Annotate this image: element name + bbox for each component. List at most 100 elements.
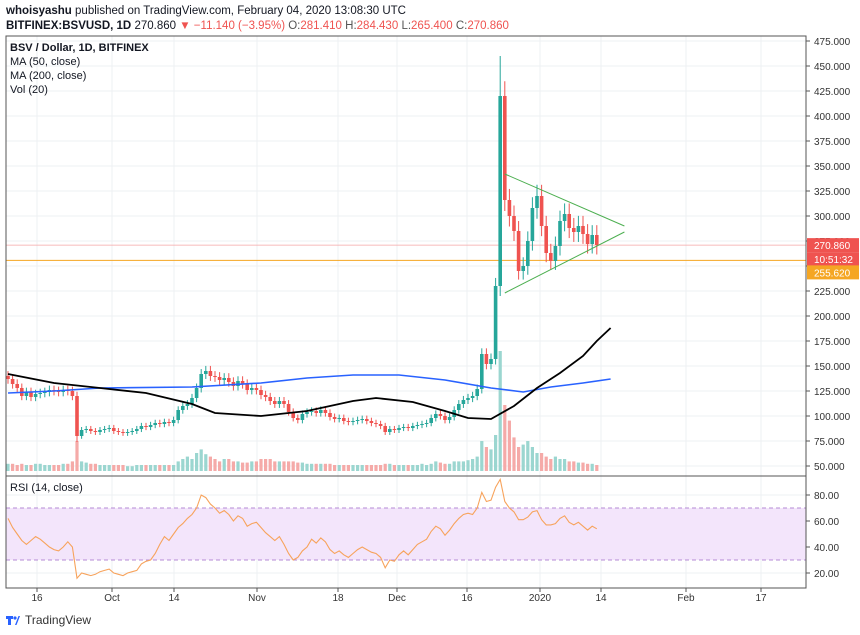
candle-body: [296, 418, 300, 420]
volume-bar: [448, 463, 452, 471]
x-tick-label: 16: [461, 593, 473, 604]
candle-body: [185, 404, 190, 406]
candle-body: [286, 404, 291, 412]
candle-body: [595, 235, 599, 245]
volume-bar: [346, 465, 350, 471]
candle-body: [181, 406, 185, 410]
volume-bar: [277, 461, 281, 471]
volume-bar: [176, 461, 180, 471]
candle-body: [585, 234, 590, 244]
legend-rsi: RSI (14, close): [10, 482, 83, 494]
candle-body: [291, 412, 295, 418]
candle-body: [144, 426, 148, 427]
candle-body: [581, 226, 585, 234]
candle-body: [38, 393, 42, 394]
volume-bar: [512, 437, 516, 471]
candle-body: [512, 216, 516, 231]
rsi-tick-label: 20.00: [814, 569, 839, 580]
publisher-name[interactable]: whoisyashu: [6, 5, 72, 17]
volume-bar: [236, 461, 240, 471]
candle-body: [332, 417, 337, 419]
volume-bar: [29, 465, 33, 471]
volume-bar: [139, 465, 143, 471]
change-value: ▼ −11.140 (−3.95%): [179, 20, 286, 32]
y-tick-label: 325.000: [814, 187, 851, 198]
volume-bars: [6, 351, 599, 471]
candle-body: [406, 427, 410, 428]
volume-bar: [314, 463, 318, 471]
triangle-drawing[interactable]: [504, 173, 625, 294]
volume-bar: [461, 461, 465, 471]
candle-body: [424, 423, 429, 424]
tradingview-logo-icon[interactable]: [6, 615, 20, 625]
candle-body: [346, 421, 351, 422]
volume-bar: [494, 435, 498, 471]
horizontal-line-layer[interactable]: [6, 244, 806, 261]
footer-brand[interactable]: TradingView: [25, 613, 92, 627]
x-tick-label: 2020: [529, 593, 552, 604]
y-tick-label: 475.000: [814, 37, 851, 48]
volume-bar: [38, 463, 42, 471]
volume-bar: [144, 465, 148, 471]
candle-body: [24, 392, 29, 396]
open-label: O:: [288, 20, 301, 32]
volume-bar: [540, 453, 544, 471]
candle-body: [447, 417, 452, 420]
y-tick-label: 175.000: [814, 337, 851, 348]
last-price-tag: 270.860: [814, 241, 851, 252]
volume-bar: [98, 465, 102, 471]
x-tick-label: 14: [595, 593, 607, 604]
candle-body: [489, 359, 493, 364]
volume-bar: [337, 465, 341, 471]
candle-body: [415, 425, 420, 426]
y-tick-label: 200.000: [814, 312, 851, 323]
volume-bar: [107, 465, 111, 471]
volume-bar: [558, 459, 562, 471]
volume-bar: [333, 465, 337, 471]
volume-bar: [586, 463, 590, 471]
rsi-line: [7, 477, 598, 580]
candle-body: [484, 354, 489, 364]
candle-body: [553, 246, 558, 261]
candle-body: [466, 398, 470, 400]
legend-ma50: MA (50, close): [10, 56, 80, 68]
volume-bar: [420, 463, 424, 471]
volume-bar: [411, 465, 415, 471]
candle-body: [507, 200, 512, 216]
volume-bar: [351, 465, 355, 471]
candle-body: [121, 432, 125, 433]
candle-body: [374, 423, 378, 424]
candle-body: [171, 420, 176, 423]
candle-body: [365, 419, 369, 421]
ma200-line: [7, 374, 611, 394]
candle-body: [319, 410, 323, 413]
volume-bar: [484, 447, 488, 471]
volume-bar: [530, 447, 534, 471]
candle-body: [549, 253, 553, 261]
volume-bar: [576, 462, 580, 471]
candle-body: [429, 418, 433, 423]
candlesticks: [6, 56, 599, 442]
volume-bar: [84, 462, 88, 471]
candle-body: [572, 228, 576, 232]
axes: 475.000 450.000 425.000 400.000 375.000 350.0…: [5, 35, 851, 604]
volume-bar: [471, 459, 475, 471]
candle-body: [360, 419, 364, 420]
volume-bar: [6, 463, 10, 471]
y-tick-label: 300.000: [814, 212, 851, 223]
volume-bar: [135, 465, 139, 471]
volume-bar: [20, 463, 24, 471]
open-value: 281.410: [300, 20, 342, 32]
candle-body: [530, 208, 535, 241]
legend-ma200: MA (200, close): [10, 70, 86, 82]
candle-body: [93, 431, 98, 432]
candle-body: [217, 377, 222, 380]
x-tick-label: Dec: [388, 593, 406, 604]
candle-body: [503, 96, 507, 200]
y-tick-label: 100.000: [814, 412, 851, 423]
volume-bar: [43, 465, 47, 471]
volume-bar: [415, 465, 419, 471]
volume-bar: [429, 463, 433, 471]
volume-bar: [563, 459, 567, 471]
